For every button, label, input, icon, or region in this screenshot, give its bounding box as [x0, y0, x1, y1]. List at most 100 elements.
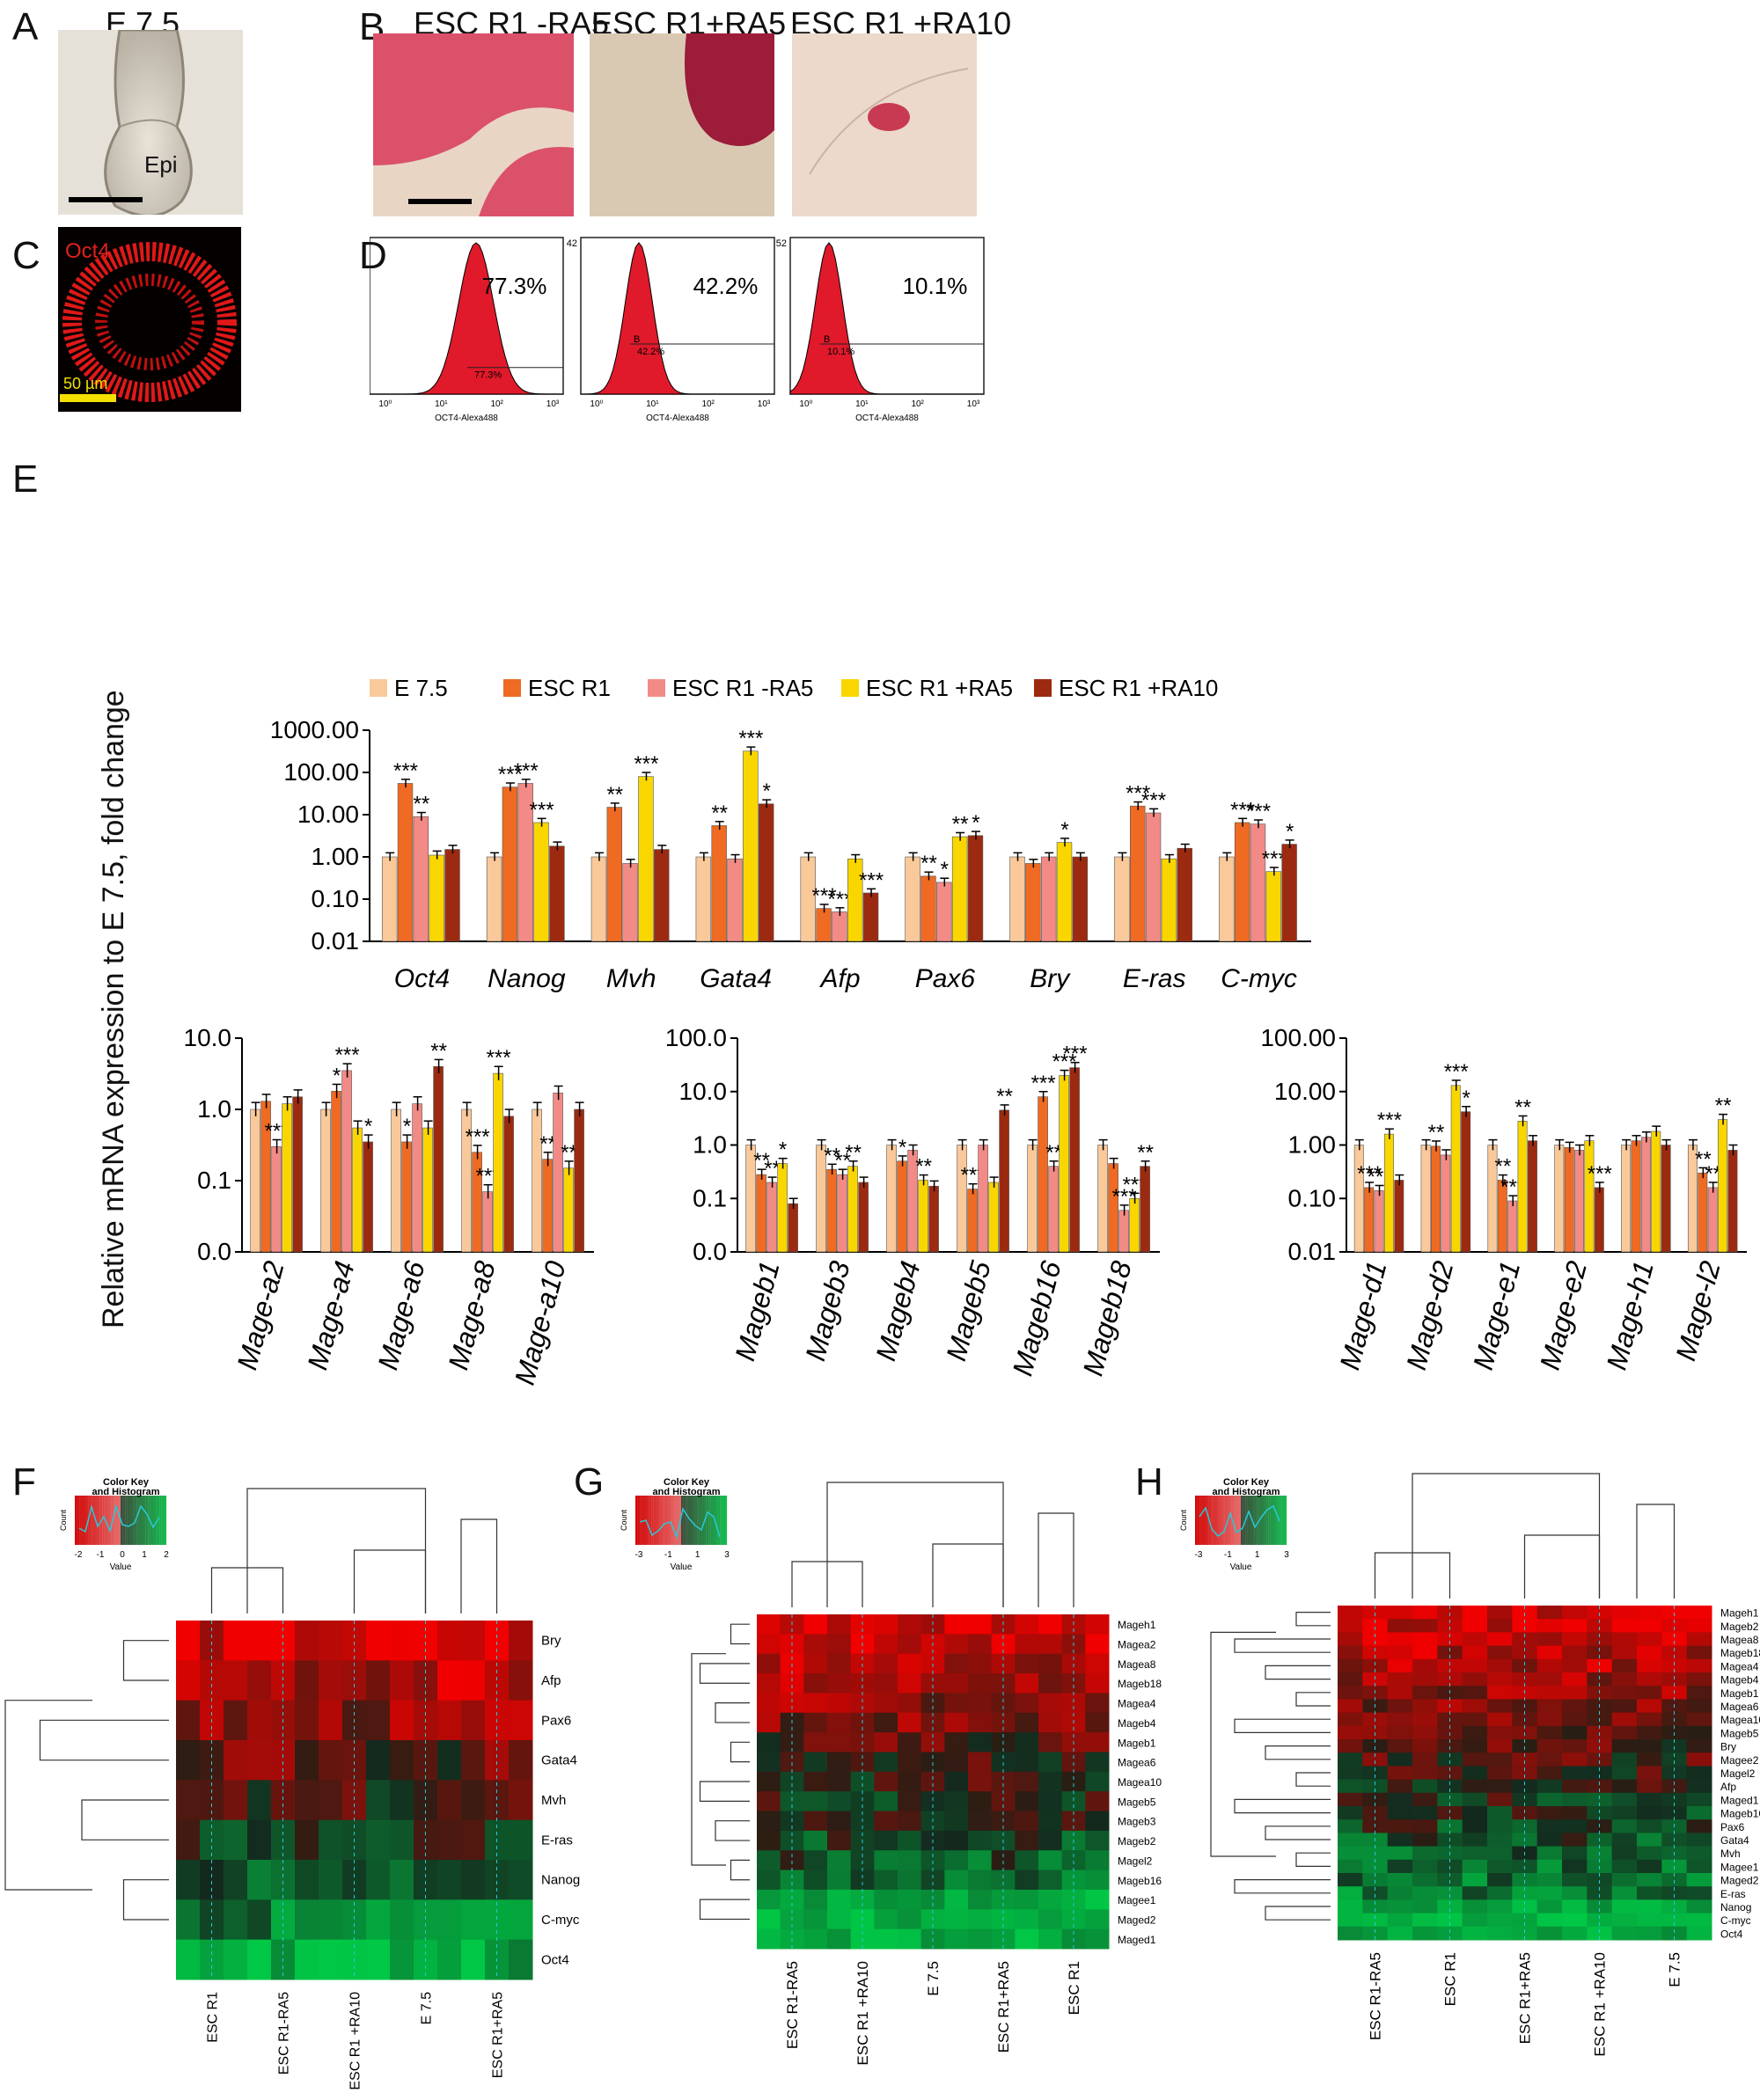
heatmap-cell: [509, 1700, 533, 1741]
heatmap-cell: [1387, 1819, 1413, 1833]
heatmap-cell: [1085, 1614, 1110, 1635]
heatmap-cell: [1387, 1873, 1413, 1887]
key-gradient-cell: [690, 1496, 693, 1545]
significance-stars: **: [952, 812, 969, 836]
heatmap-cell: [1686, 1645, 1712, 1660]
heatmap-cell: [1686, 1846, 1712, 1861]
heatmap-cell: [1387, 1859, 1413, 1874]
significance-stars: ***: [812, 884, 837, 908]
heatmap-cell: [1512, 1619, 1538, 1633]
heatmap-cell: [1686, 1739, 1712, 1753]
heatmap-cell: [1562, 1833, 1588, 1848]
key-gradient-cell: [1220, 1496, 1223, 1545]
heatmap-cell: [944, 1693, 969, 1714]
heatmap-cell: [1637, 1632, 1662, 1647]
key-gradient-cell: [1215, 1496, 1219, 1545]
row-dendrogram: [699, 1899, 750, 1921]
key-gradient-cell: [1224, 1496, 1228, 1545]
key-gradient-cell: [132, 1496, 135, 1545]
key-gradient-cell: [687, 1496, 691, 1545]
heatmap-row-label: Mageb18: [1720, 1647, 1760, 1659]
heatmap-cell: [176, 1939, 201, 1980]
heatmap-cell: [1387, 1686, 1413, 1700]
heatmap-cell: [1362, 1619, 1389, 1633]
heatmap-cell: [461, 1660, 486, 1701]
heatmap-cell: [850, 1791, 875, 1812]
significance-stars: **: [824, 1144, 840, 1167]
heatmap-cell: [1462, 1806, 1488, 1820]
heatmap-cell: [1412, 1766, 1438, 1781]
column-dendrogram: [826, 1482, 1004, 1607]
key-gradient-cell: [640, 1496, 642, 1545]
heatmap-cell: [920, 1752, 945, 1773]
heatmap-cell: [1387, 1632, 1413, 1647]
heatmap-cell: [1038, 1614, 1063, 1635]
heatmap-cell: [1637, 1712, 1662, 1727]
heatmap-cell: [1362, 1632, 1389, 1647]
row-dendrogram: [730, 1741, 750, 1763]
heatmap-col-label: E 7.5: [420, 1992, 435, 2024]
heatmap-cell: [827, 1830, 852, 1851]
heatmap-cell: [200, 1899, 224, 1941]
heatmap-cell: [1412, 1819, 1438, 1833]
heatmap-cell: [1637, 1725, 1662, 1740]
y-tick-label: 1000.00: [270, 716, 359, 743]
heatmap-cell: [827, 1634, 852, 1655]
heatmap-cell: [1562, 1766, 1588, 1781]
heatmap-cell: [1437, 1792, 1463, 1807]
heatmap-cell: [874, 1673, 898, 1694]
heatmap-cell: [874, 1653, 898, 1674]
row-dendrogram-root: [4, 1700, 92, 1891]
legend-swatch: [648, 679, 665, 697]
heatmap-cell: [803, 1830, 828, 1851]
heatmap-cell: [780, 1771, 804, 1792]
heatmap-cell: [485, 1660, 510, 1701]
y-tick-label: 1.0: [197, 1095, 231, 1123]
heatmap-cell: [1637, 1819, 1662, 1833]
heatmap-cell: [1085, 1732, 1110, 1752]
heatmap-cell: [827, 1850, 852, 1871]
heatmap-cell: [1536, 1806, 1563, 1820]
heatmap-cell: [874, 1870, 898, 1891]
heatmap-cell: [1038, 1752, 1063, 1773]
heatmap-cell: [968, 1614, 993, 1635]
heatmap-cell: [1487, 1846, 1513, 1861]
heatmap-row-label: Mageb16: [1118, 1875, 1162, 1887]
key-gradient-cell: [1201, 1496, 1205, 1545]
heatmap-cell: [1536, 1752, 1563, 1767]
heatmap-cell: [414, 1660, 438, 1701]
key-gradient-cell: [143, 1496, 146, 1545]
y-tick-label: 0.01: [1288, 1238, 1337, 1265]
heatmap-row-label: Mvh: [541, 1793, 566, 1808]
heatmap-cell: [295, 1700, 319, 1741]
heatmap-col-label: ESC R1+RA5: [1517, 1952, 1534, 2044]
heatmap-cell: [780, 1693, 804, 1714]
heatmap-cell: [1437, 1658, 1463, 1673]
row-dendrogram: [1234, 1638, 1331, 1653]
heatmap-cell: [1338, 1752, 1363, 1767]
heatmap-cell: [461, 1899, 486, 1941]
heatmap-cell: [991, 1752, 1016, 1773]
column-dendrogram: [1636, 1504, 1676, 1599]
heatmap-cell: [319, 1780, 343, 1821]
key-gradient-cell: [710, 1496, 714, 1545]
legend-label: ESC R1 -RA5: [672, 675, 813, 701]
key-gradient-cell: [701, 1496, 705, 1545]
heatmap-cell: [1611, 1725, 1638, 1740]
heatmap-cell: [1462, 1886, 1488, 1900]
row-dendrogram-root: [1210, 1631, 1276, 1857]
key-gradient-cell: [1213, 1496, 1216, 1545]
heatmap-cell: [850, 1752, 875, 1773]
heatmap-cell: [1562, 1886, 1588, 1900]
heatmap-cell: [1462, 1606, 1488, 1620]
heatmap-cell: [1412, 1699, 1438, 1714]
heatmap-cell: [247, 1621, 272, 1661]
heatmap-cell: [944, 1791, 969, 1812]
heatmap-cell: [780, 1791, 804, 1812]
heatmap-cell: [366, 1899, 391, 1941]
heatmap-cell: [898, 1771, 922, 1792]
heatmap-cell: [247, 1780, 272, 1821]
legend-label: ESC R1: [528, 675, 611, 701]
heatmap-cell: [414, 1899, 438, 1941]
key-gradient-cell: [129, 1496, 133, 1545]
